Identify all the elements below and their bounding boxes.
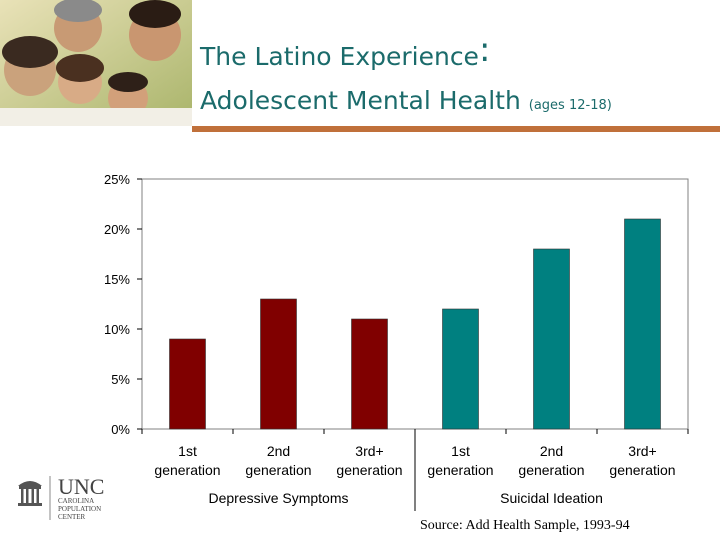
group-label: Suicidal Ideation [500, 490, 603, 506]
y-tick-label: 25% [104, 172, 130, 187]
y-tick-label: 0% [111, 422, 130, 437]
x-tick-label: 1st [178, 443, 197, 459]
y-tick-label: 15% [104, 272, 130, 287]
bar-chart: 0% 5% 10% 15% 20% 25% Depressive Symptoms Suici… [104, 172, 689, 511]
logo-line2: POPULATION [58, 505, 101, 513]
x-tick-label: generation [154, 462, 220, 478]
title-qualifier: (ages 12-18) [528, 98, 612, 113]
x-tick-label: 2nd [267, 443, 290, 459]
y-tick-label: 20% [104, 222, 130, 237]
logo-name: UNC [58, 474, 104, 499]
logo-line1: CAROLINA [58, 497, 94, 505]
unc-logo: UNC CAROLINA POPULATION CENTER [14, 472, 124, 524]
group-label: Depressive Symptoms [208, 490, 348, 506]
bar [351, 318, 388, 430]
x-tick-label: generation [518, 462, 584, 478]
source-note: Source: Add Health Sample, 1993-94 [420, 518, 630, 533]
logo-line3: CENTER [58, 513, 86, 521]
x-tick-label: 3rd+ [355, 443, 383, 459]
x-tick-label: 3rd+ [628, 443, 656, 459]
bar [442, 308, 479, 430]
x-tick-label: generation [336, 462, 402, 478]
family-photo [0, 0, 192, 126]
y-tick-label: 10% [104, 322, 130, 337]
y-tick-label: 5% [111, 372, 130, 387]
plot-area [141, 178, 689, 430]
bar [169, 338, 206, 430]
old-well-icon [18, 481, 42, 506]
x-tick-label: 1st [451, 443, 470, 459]
title-line1: The Latino Experience [200, 42, 479, 71]
header-rule [192, 126, 720, 132]
bar [624, 218, 661, 430]
title-colon: : [478, 30, 491, 70]
page-title: The Latino Experience: Adolescent Mental… [200, 28, 715, 128]
x-tick-label: 2nd [540, 443, 563, 459]
x-tick-label: generation [427, 462, 493, 478]
bar [533, 248, 570, 430]
title-line2: Adolescent Mental Health [200, 86, 521, 115]
x-tick-label: generation [609, 462, 675, 478]
bar [260, 298, 297, 430]
x-tick-label: generation [245, 462, 311, 478]
